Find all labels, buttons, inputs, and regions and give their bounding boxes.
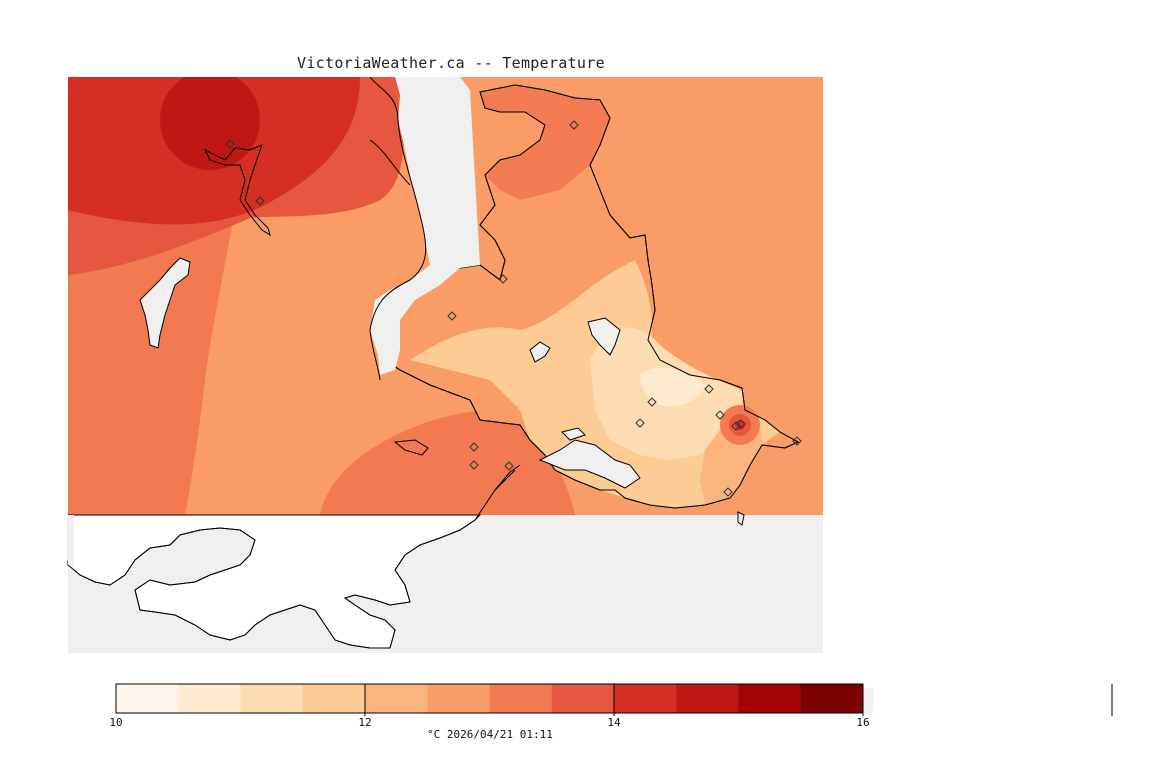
- river-north: [203, 144, 271, 237]
- station-marker: [635, 418, 645, 428]
- station-markers: [225, 120, 802, 497]
- station-marker: [647, 397, 657, 407]
- peninsula-field: [384, 84, 800, 509]
- colorbar-swatch: [240, 684, 304, 713]
- station-marker: [469, 442, 479, 452]
- station-marker: [736, 419, 746, 429]
- station-marker: [255, 196, 265, 206]
- colorbar-tick-label: 16: [856, 716, 870, 729]
- colorbar-swatch: [676, 684, 739, 713]
- island-a: [393, 439, 429, 456]
- colorbar-swatch: [302, 684, 366, 713]
- station-marker: [498, 274, 508, 284]
- colorbar-swatch: [178, 684, 241, 713]
- colorbar-swatch: [427, 684, 490, 713]
- colorbar-swatch: [800, 684, 864, 713]
- station-marker: [225, 139, 235, 149]
- colorbar: [115, 683, 1113, 716]
- map-title: VictoriaWeather.ca -- Temperature: [297, 54, 605, 72]
- station-marker: [731, 421, 741, 431]
- colorbar-tick-label: 12: [358, 716, 372, 729]
- island-c: [587, 317, 621, 356]
- inlet-water: [370, 77, 480, 375]
- station-marker: [723, 487, 733, 497]
- station-marker: [447, 311, 457, 321]
- harbour-water: [538, 439, 641, 489]
- colorbar-swatch: [551, 684, 615, 713]
- lake-west: [139, 257, 191, 349]
- colorbar-caption: °C 2026/04/21 01:11: [427, 728, 553, 741]
- colorbar-swatch: [365, 684, 428, 713]
- colorbar-tick-label: 10: [109, 716, 123, 729]
- station-marker: [704, 384, 714, 394]
- station-marker: [504, 461, 514, 471]
- colorbar-swatch: [116, 684, 179, 713]
- station-marker: [715, 410, 725, 420]
- station-marker: [792, 436, 802, 446]
- station-marker: [469, 460, 479, 470]
- station-marker: [569, 120, 579, 130]
- colorbar-swatch: [489, 684, 553, 713]
- colorbar-tick-label: 14: [607, 716, 621, 729]
- colorbar-swatch: [614, 684, 677, 713]
- island-b: [529, 341, 551, 363]
- colorbar-swatch: [738, 684, 802, 713]
